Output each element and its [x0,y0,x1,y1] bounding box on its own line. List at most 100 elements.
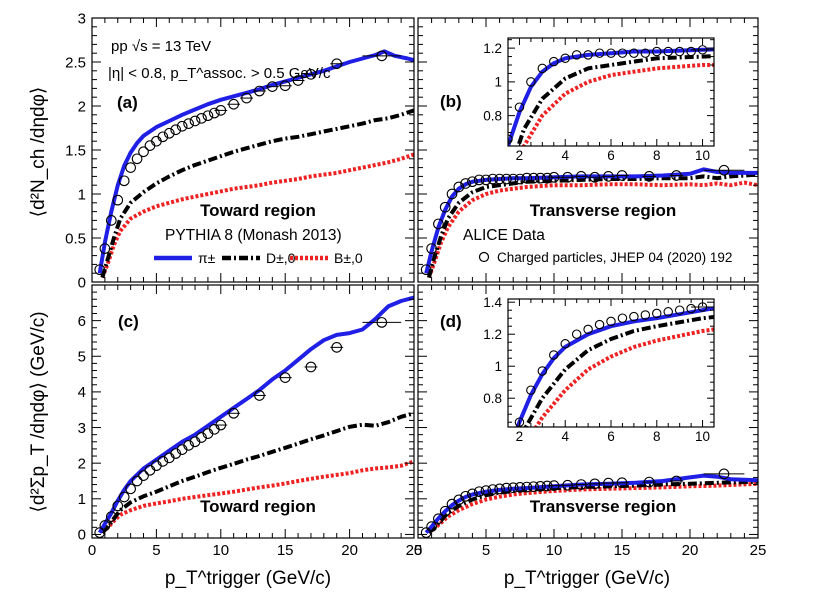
panel-a-y-tick-label: 1.5 [65,142,86,159]
panel-b-inset-data-point [617,48,628,58]
panel-c-data-point [118,491,130,503]
panel-d-inset-x-tick-label: 10 [695,429,710,444]
panel-d-inset-data-point [652,308,662,319]
panel-b-data-point [528,172,539,184]
panel-c-data-point [105,511,117,522]
panel-d-inset-data-point [640,310,651,320]
panel-a-data-points [94,50,402,276]
legend-data-label: Charged particles, JHEP 04 (2020) 192 [497,250,732,265]
panel-c-data-point [228,407,240,419]
panel-c-data-point [131,475,143,487]
panel-b-inset-data-point [674,46,685,57]
panel-a-data-point [118,175,130,187]
panel-d-inset-series-pi [515,306,714,427]
panel-b-data-point [548,171,560,183]
panel-a-y-tick-label: 2 [78,98,86,115]
panel-d-inset-data-point [606,316,616,327]
panel-d-x-tick-label: 5 [482,542,490,559]
panel-c-data-point [305,361,317,373]
panel-b-data-point [562,171,573,183]
panel-a-y-tick-label: 2.5 [65,54,86,71]
panel-a-series-pi [97,49,414,274]
panel-a-data-point [157,131,169,143]
panel-d-data-point [575,479,587,490]
panel-d-x-tick-label: 0 [414,542,422,559]
panel-a-data-point [163,127,175,139]
panel-b-data-point [521,172,533,184]
x-axis-title-right: p_T^trigger (GeV/c) [504,568,670,589]
panel-d-data-point [501,482,512,494]
panel-d-inset-data-point [537,366,548,376]
panel-d-x-tick-label: 10 [546,542,563,559]
panel-d-region-label: Transverse region [530,497,676,516]
panel-a-data-point [99,243,111,254]
panel-c-frame [91,284,415,539]
panel-b-series-pi [424,167,758,274]
panel-d-data-point [535,480,546,492]
data-label: ALICE Data [463,227,545,244]
panel-c-x-tick-label: 10 [212,542,229,559]
panel-b-inset-data-point [697,45,708,55]
panel-c-x-tick-label: 0 [88,542,96,559]
panel-b-inset-data-point [640,48,651,58]
panel-d-data-point [718,468,730,480]
panel-a-data-point [209,107,220,119]
panel-a-data-point [215,105,227,116]
panel-c-data-point [144,464,156,476]
panel-a-y-tick-label: 0.5 [65,230,86,247]
panel-b-inset-data-point [508,134,513,144]
panel-c-data-point [125,483,136,495]
panel-b-data-point [616,170,628,181]
panel-d-inset-y-tick-label: 1 [494,359,502,374]
panel-c-x-tick-label: 25 [406,542,423,559]
panel-b-inset-x-tick-label: 4 [561,148,569,163]
panel-c-x-tick-label: 5 [152,542,160,559]
panel-b-data-point [439,201,451,213]
panel-b-data-point [494,173,505,185]
panel-d-data-point [521,481,533,493]
panel-b-data-point [473,174,485,186]
panel-b-inset-x-tick-label: 2 [516,148,524,163]
panel-b-tag: (b) [440,92,462,111]
panel-c-data-point [99,520,111,531]
eta-cut-label: |η| < 0.8, p_T^assoc. > 0.5 GeV/c [108,65,331,82]
panel-c-x-tick-label: 20 [341,542,358,559]
panel-a-data-point [105,215,117,226]
panel-d-data-point [514,482,526,493]
panel-c-y-tick-label: 6 [78,313,86,330]
panel-a-data-point [94,264,106,276]
panel-c-data-point [279,372,291,383]
panel-b-inset-data-point [583,50,593,60]
panel-d-inset-x-tick-label: 8 [653,429,661,444]
panel-c-data-point [170,448,182,459]
panel-a-data-point [241,92,252,104]
panel-a-data-point [254,85,265,97]
panel-c-y-tick-label: 3 [78,420,86,437]
panel-c-data-point [112,500,124,512]
panel-d-tag: (d) [440,312,462,331]
panel-b-inset-data-point [571,50,582,60]
panel-b-inset-data-point [560,53,570,63]
panel-a-data-point [196,112,207,124]
panel-a-data-point [331,58,343,70]
panel-b-data-point [507,173,519,185]
panel-b-inset: 2 4 6 8 10 0.8 1 1.2 [483,37,715,163]
panel-c-data-point [376,317,388,328]
panel-d-data-point [643,476,655,488]
panel-a-data-point [292,75,304,86]
panel-a-data-point [202,110,214,122]
panel-c-y-tick-label: 5 [78,349,86,366]
panel-c-tag: (c) [118,312,139,331]
panel-b-data-point [420,264,432,276]
panel-d-inset-data-point [583,324,593,335]
panel-a-data-point [305,68,317,80]
panel-b-series-b [427,180,758,279]
panel-d-inset-data-point [549,350,559,360]
panel-b-data-point [643,171,655,182]
panel-a-series-d [100,108,414,279]
panel-b-data-point [541,172,553,184]
legend-pi-label: π± [198,250,216,266]
panel-b-inset-data-point [629,48,639,58]
panel-d-inset-data-point [560,339,570,349]
